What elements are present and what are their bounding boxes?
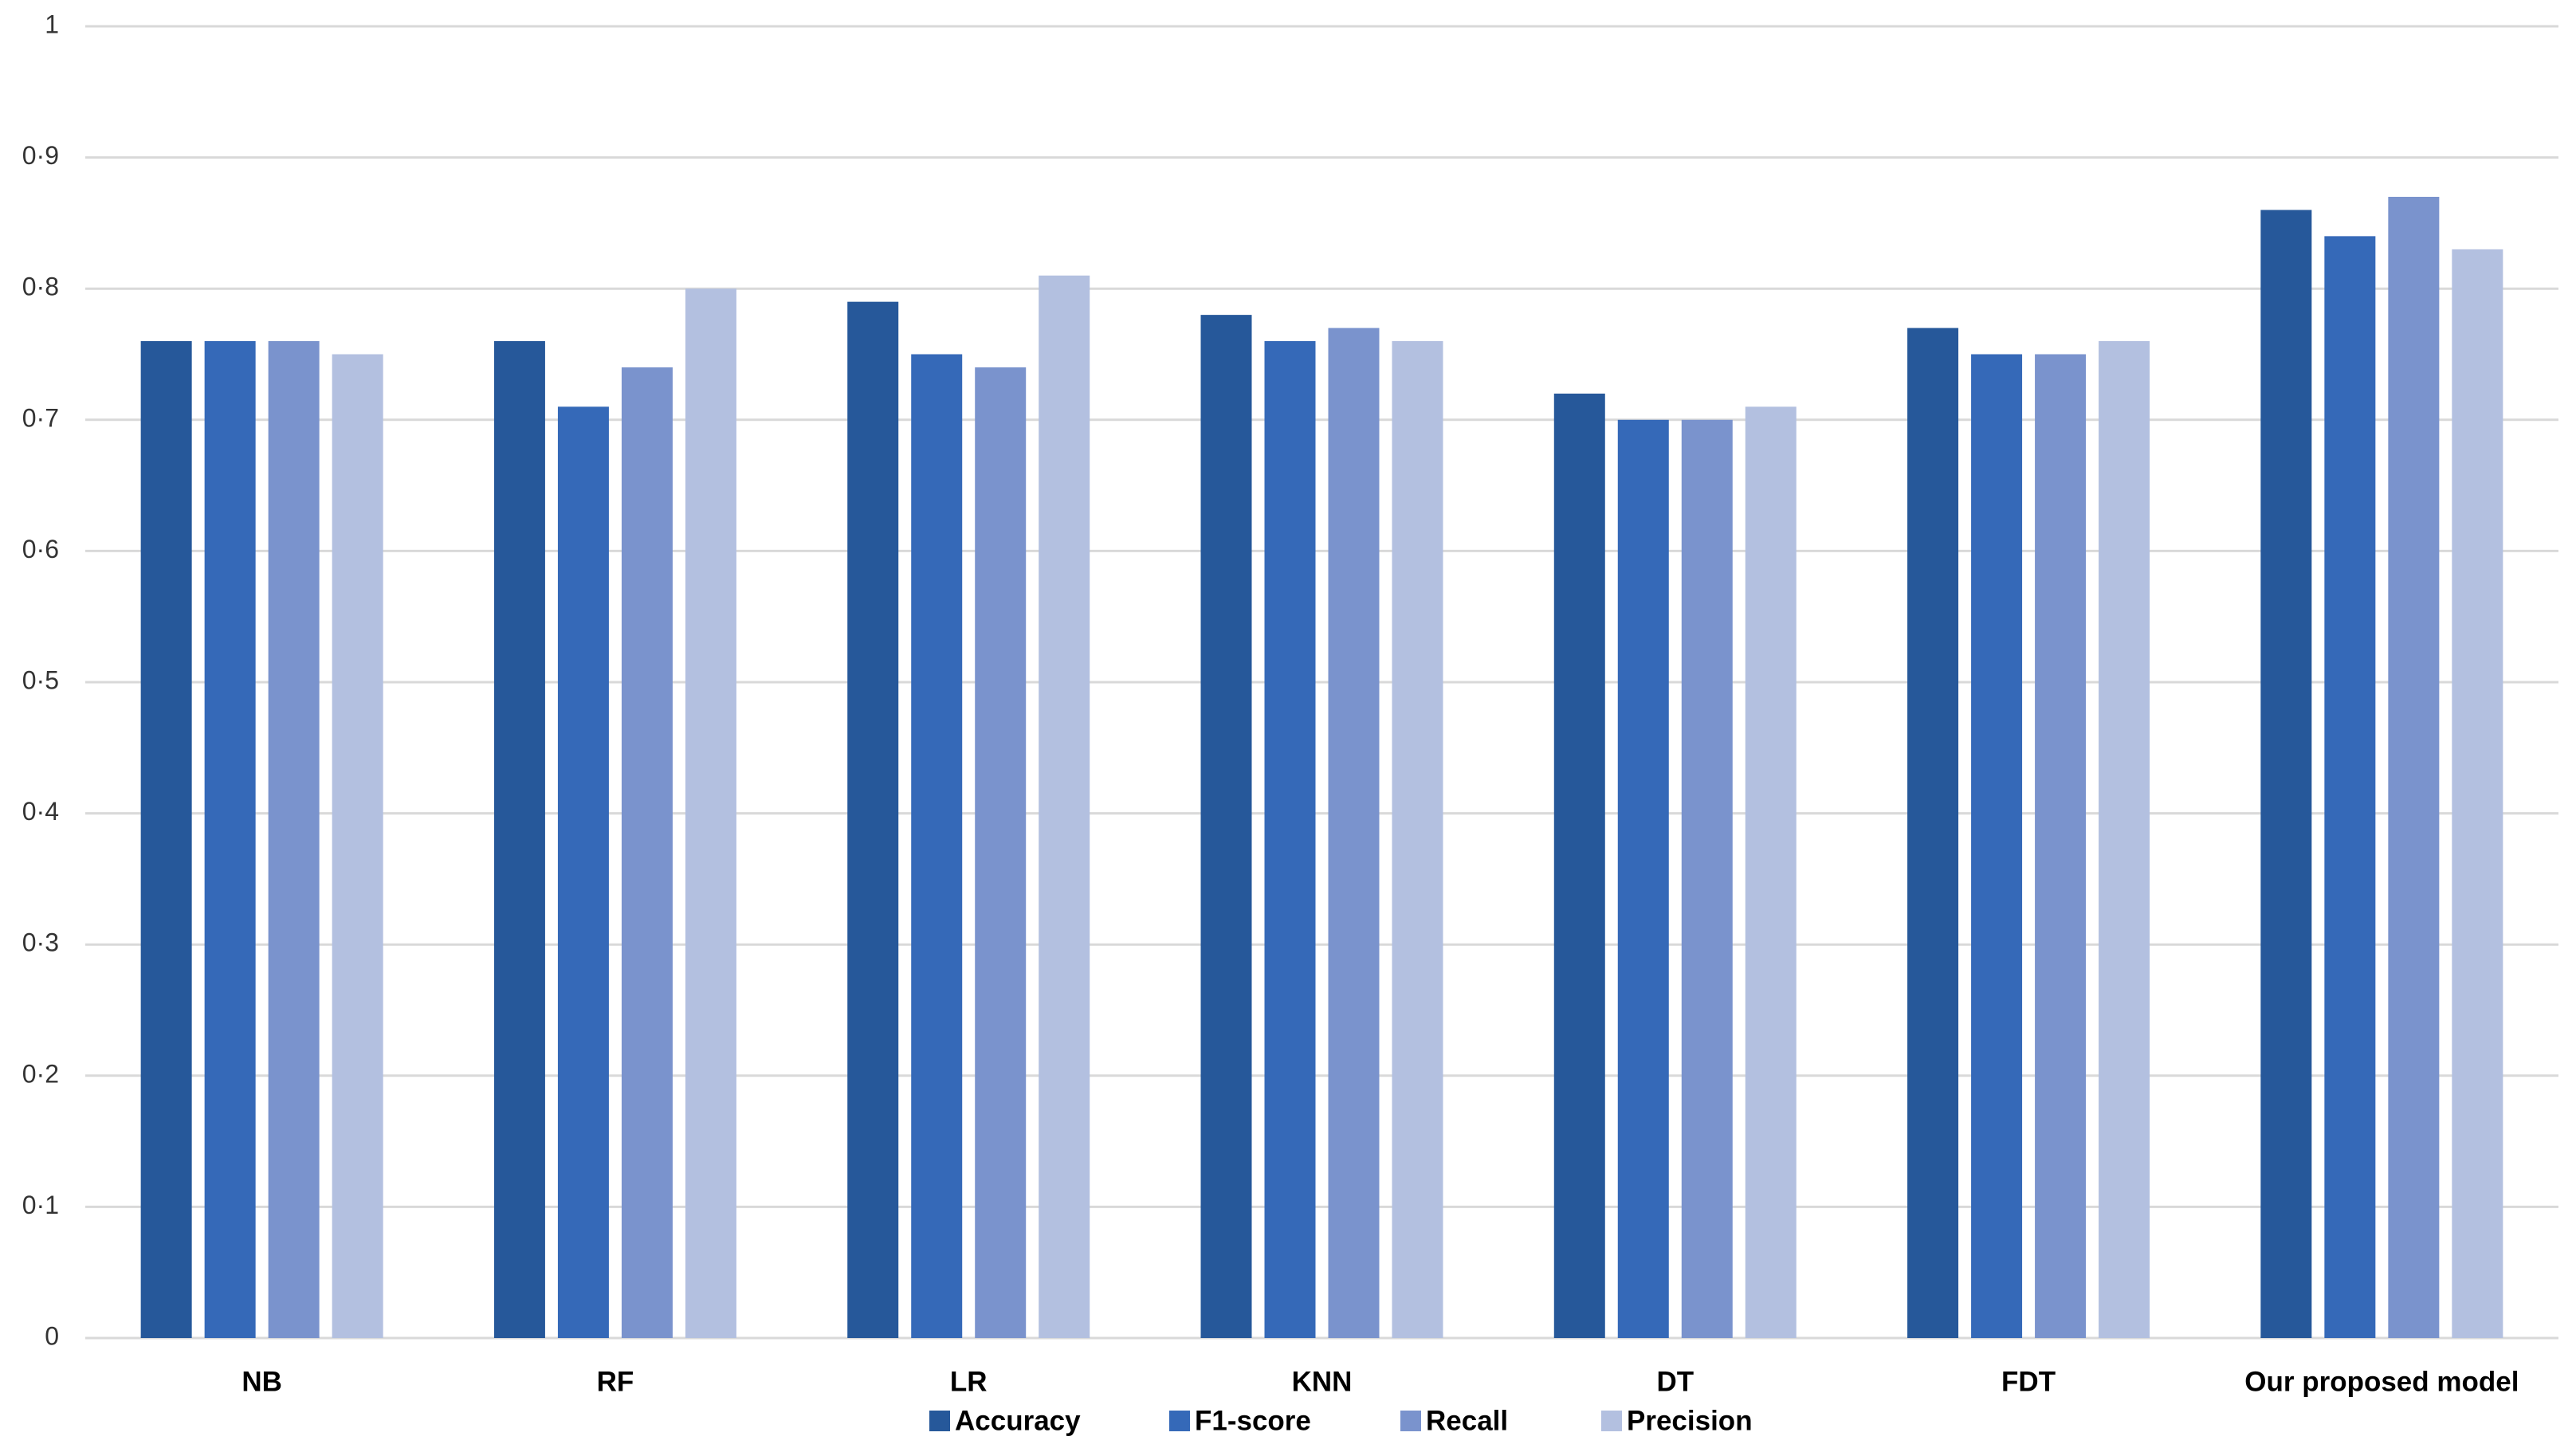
bar	[1617, 419, 1669, 1338]
legend-label: Recall	[1426, 1405, 1508, 1436]
bar	[557, 406, 609, 1339]
bar	[140, 341, 192, 1338]
legend-swatch	[929, 1411, 950, 1431]
y-tick-label: 0·3	[22, 928, 59, 957]
bar	[975, 367, 1027, 1339]
x-tick-label: Our proposed model	[2244, 1366, 2519, 1397]
x-tick-label: NB	[242, 1366, 282, 1397]
bar	[847, 301, 899, 1338]
x-tick-label: LR	[950, 1366, 988, 1397]
y-tick-label: 0	[45, 1321, 59, 1350]
y-tick-label: 0·4	[22, 797, 59, 826]
legend-label: Accuracy	[955, 1405, 1081, 1436]
bar	[1907, 328, 1959, 1339]
y-tick-label: 0·1	[22, 1191, 59, 1219]
x-tick-label: KNN	[1292, 1366, 1353, 1397]
y-tick-label: 0·7	[22, 403, 59, 432]
bar	[1392, 341, 1443, 1338]
y-tick-label: 0·9	[22, 141, 59, 170]
bar	[2388, 196, 2440, 1339]
bar	[621, 367, 673, 1339]
legend-swatch	[1601, 1411, 1622, 1431]
bar	[1971, 354, 2023, 1338]
legend-label: F1-score	[1195, 1405, 1311, 1436]
bar	[2260, 210, 2312, 1339]
bar	[493, 341, 545, 1338]
bar	[911, 354, 963, 1338]
bar	[1328, 328, 1380, 1339]
x-tick-label: RF	[597, 1366, 634, 1397]
bar	[2452, 249, 2503, 1338]
bar	[204, 341, 256, 1338]
legend-swatch	[1400, 1411, 1421, 1431]
legend-swatch	[1169, 1411, 1190, 1431]
y-tick-label: 0·8	[22, 273, 59, 301]
bar	[1553, 393, 1605, 1338]
y-tick-label: 1	[45, 10, 59, 38]
bar	[1745, 406, 1797, 1339]
legend-label: Precision	[1627, 1405, 1753, 1436]
y-tick-label: 0·2	[22, 1059, 59, 1088]
bar	[2035, 354, 2087, 1338]
bar	[332, 354, 383, 1338]
x-tick-label: FDT	[2001, 1366, 2056, 1397]
bar	[1039, 275, 1090, 1338]
bar	[685, 288, 736, 1339]
y-tick-label: 0·6	[22, 535, 59, 563]
y-tick-label: 0·5	[22, 665, 59, 694]
bar	[2099, 341, 2150, 1338]
x-tick-label: DT	[1656, 1366, 1694, 1397]
bar	[1681, 419, 1733, 1338]
bar	[268, 341, 320, 1338]
bar	[1200, 315, 1252, 1338]
bar	[1264, 341, 1316, 1338]
bar	[2324, 236, 2376, 1338]
